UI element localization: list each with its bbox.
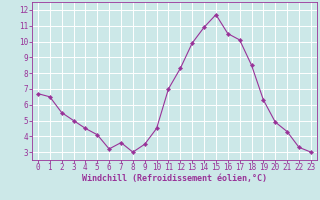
X-axis label: Windchill (Refroidissement éolien,°C): Windchill (Refroidissement éolien,°C) bbox=[82, 174, 267, 183]
